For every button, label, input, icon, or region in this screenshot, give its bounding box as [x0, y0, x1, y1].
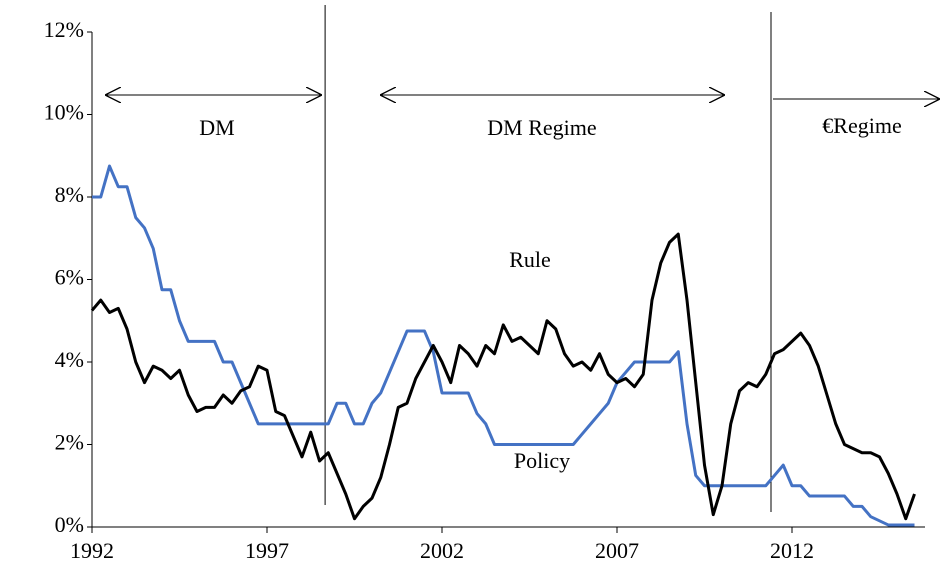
- y-tick-label: 4%: [55, 347, 84, 372]
- x-tick-label: 2002: [420, 538, 464, 563]
- x-tick-label: 2007: [595, 538, 639, 563]
- x-tick-label: 1997: [245, 538, 289, 563]
- annotation: DM Regime: [487, 115, 596, 140]
- y-tick-label: 0%: [55, 512, 84, 537]
- y-tick-label: 6%: [55, 265, 84, 290]
- x-tick-label: 1992: [70, 538, 114, 563]
- series-line: [92, 164, 915, 527]
- y-tick-label: 12%: [44, 17, 84, 42]
- series-line: [90, 232, 916, 521]
- y-tick-label: 10%: [44, 100, 84, 125]
- series-label: Rule: [509, 247, 551, 272]
- annotation: DM: [199, 115, 234, 140]
- x-tick-label: 2012: [770, 538, 814, 563]
- series-label: Policy: [514, 448, 570, 473]
- annotation: €Regime: [822, 113, 901, 138]
- y-tick-label: 8%: [55, 182, 84, 207]
- y-tick-label: 2%: [55, 430, 84, 455]
